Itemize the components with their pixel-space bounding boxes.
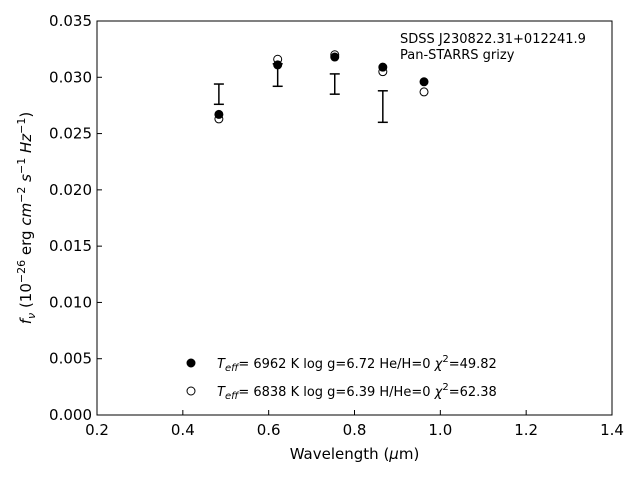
open-model-point — [273, 54, 283, 64]
axis-ticks: 0.2 0.4 0.6 0.8 1.0 1.2 1.4 0.000 0.005 0.010 0.01… — [49, 12, 624, 439]
legend-filled-circle-marker — [186, 358, 196, 368]
open-model-point — [330, 50, 340, 60]
x-tick-label: 0.6 — [257, 421, 281, 439]
filled-model-point — [214, 109, 224, 119]
x-axis-label: Wavelength (μm) — [290, 445, 420, 463]
svg-text:Teff= 6962 K log g=6.72 He/: Teff= 6962 K log g=6.72 He/H=0 χ2=49.82 — [217, 354, 497, 374]
x-tick-label: 0.8 — [343, 421, 367, 439]
y-tick-label: 0.015 — [49, 237, 92, 255]
legend-open-circle-marker — [186, 386, 196, 396]
y-tick-label: 0.030 — [49, 68, 92, 86]
svg-text:fν (10−26 erg cm−2 s−1 Hz−1): fν (10−26 erg cm−2 s−1 Hz−1) — [15, 112, 38, 325]
open-model-point — [378, 67, 388, 77]
y-tick-label: 0.010 — [49, 293, 92, 311]
legend-entry-open: Teff= 6838 K log g=6.39 H/He=0 χ2=62.38 — [186, 382, 497, 402]
legend: Teff= 6962 K log g=6.72 He/H=0 χ2=49.82 … — [186, 354, 497, 402]
data-marks — [213, 50, 429, 124]
y-tick-label: 0.005 — [49, 350, 92, 368]
y-tick-label: 0.000 — [49, 406, 92, 424]
legend-entry-filled: Teff= 6962 K log g=6.72 He/H=0 χ2=49.82 — [186, 354, 497, 374]
observed-errorbar — [213, 83, 224, 106]
observed-errorbar — [377, 90, 388, 124]
filled-model-point — [330, 52, 340, 62]
svg-text:Teff= 6838 K log g=6.39 H/H: Teff= 6838 K log g=6.39 H/He=0 χ2=62.38 — [217, 382, 497, 402]
y-axis-label: fν (10−26 erg cm−2 s−1 Hz−1) — [15, 112, 38, 325]
x-tick-label: 0.2 — [85, 421, 109, 439]
x-tick-label: 0.4 — [171, 421, 195, 439]
annotation-object: SDSS J230822.31+012241.9 — [400, 32, 586, 47]
open-model-point — [419, 87, 429, 97]
open-model-point — [214, 114, 224, 124]
x-tick-label: 1.2 — [514, 421, 538, 439]
y-tick-label: 0.025 — [49, 125, 92, 143]
x-tick-label: 1.4 — [600, 421, 624, 439]
x-tick-label: 1.0 — [428, 421, 452, 439]
annotation-survey: Pan-STARRS grizy — [400, 48, 515, 63]
plot-frame — [96, 20, 613, 416]
filled-model-point — [419, 77, 429, 87]
filled-model-point — [378, 62, 388, 72]
y-tick-label: 0.035 — [49, 12, 92, 30]
observed-errorbar — [329, 73, 340, 95]
y-tick-label: 0.020 — [49, 181, 92, 199]
